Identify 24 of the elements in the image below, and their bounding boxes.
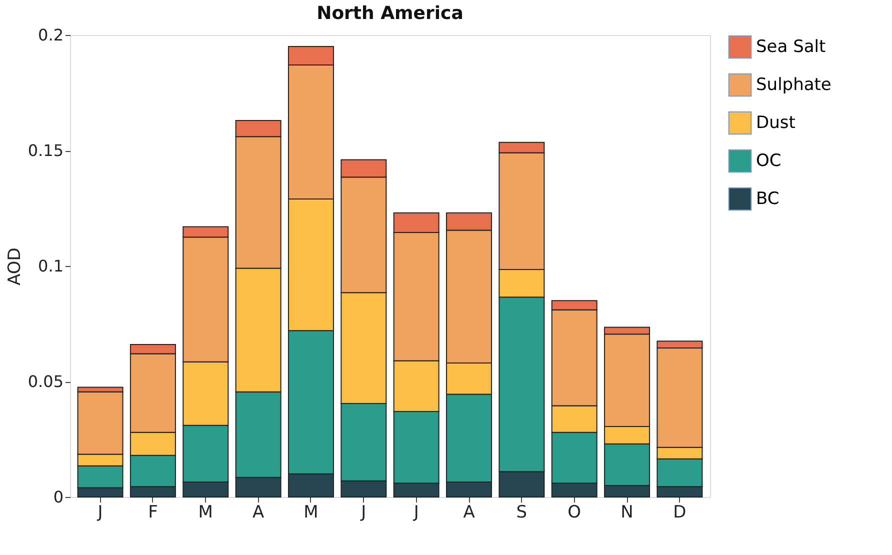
x-tick-label: D	[673, 502, 686, 522]
legend-label: Dust	[756, 113, 796, 133]
y-tick-label: 0.15	[28, 141, 64, 160]
y-tick-label: 0.2	[38, 26, 64, 44]
y-axis-title: AOD	[4, 248, 25, 286]
x-tick-label: M	[198, 502, 213, 522]
x-tick-label: O	[568, 502, 582, 522]
x-tick-label: A	[463, 502, 476, 522]
legend-label: Sea Salt	[756, 37, 826, 57]
legend-label: Sulphate	[756, 75, 832, 95]
y-tick-label: 0	[53, 488, 64, 506]
x-tick-label: A	[252, 502, 264, 522]
x-tick-label: J	[360, 502, 366, 522]
chart-title: North America	[316, 3, 464, 24]
legend-label: BC	[756, 189, 780, 209]
y-tick-label: 0.05	[28, 372, 64, 391]
y-tick-label: 0.1	[38, 256, 64, 276]
legend-label: OC	[756, 151, 782, 171]
x-tick-label: J	[412, 502, 419, 522]
x-tick-label: N	[620, 502, 634, 522]
x-tick-label: M	[304, 502, 318, 522]
x-tick-label: J	[96, 502, 103, 522]
x-tick-label: S	[516, 502, 528, 522]
x-tick-label: F	[148, 502, 158, 522]
